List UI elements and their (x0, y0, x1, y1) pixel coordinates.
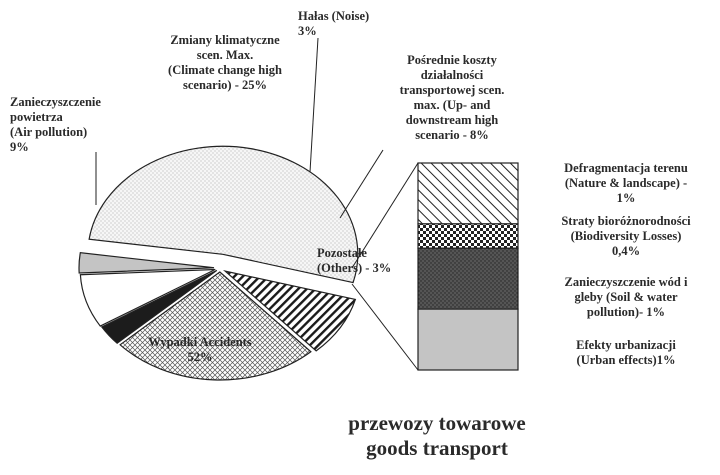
pie-slice-3 (100, 269, 218, 344)
stack-segment-0 (417, 162, 519, 225)
chart-labels: Wypadki Accidents 52% Zanieczyszczenie powi… (10, 9, 691, 367)
stack-segment-1 (417, 223, 519, 249)
pie-slice-0 (88, 145, 359, 284)
breakdown-label-3: Efekty urbanizacji (Urban effects)1% (576, 338, 676, 367)
slice-label-4: Pośrednie koszty działalności transportowe… (400, 53, 505, 142)
slice-label-1: Zanieczyszczenie powietrza (Air pollution)… (10, 95, 101, 154)
others-connector-1 (351, 283, 419, 371)
label-leader-1 (309, 37, 319, 173)
stack-segment-3 (417, 308, 519, 371)
breakdown-label-0: Defragmentacja terenu (Nature & landscape… (564, 161, 688, 205)
others-stack (417, 162, 519, 371)
breakdown-label-2: Zanieczyszczenie wód i gleby (Soil & wate… (565, 275, 688, 319)
slice-label-5: Pozostałe (Others) - 3% (317, 246, 391, 275)
chart-title-text: przewozy towarowe goods transport (348, 411, 525, 460)
slice-label-0: Wypadki Accidents 52% (148, 335, 252, 364)
pie-slice-5 (78, 252, 215, 274)
pie-slice-4 (79, 268, 216, 327)
leader-lines (95, 37, 419, 371)
pie-slice-1 (222, 270, 357, 352)
breakdown-label-1: Straty bioróżnorodności (Biodiversity Los… (561, 214, 691, 258)
slice-label-3: Hałas (Noise) 3% (298, 9, 369, 38)
slice-label-2: Zmiany klimatyczne scen. Max. (Climate cha… (168, 33, 282, 92)
stack-segment-2 (417, 247, 519, 310)
chart-title: przewozy towarowe goods transport (348, 411, 525, 460)
others-connector-0 (351, 162, 419, 269)
pie-slices (78, 145, 359, 381)
label-leader-2 (339, 149, 384, 219)
pie-slice-2 (119, 271, 312, 381)
